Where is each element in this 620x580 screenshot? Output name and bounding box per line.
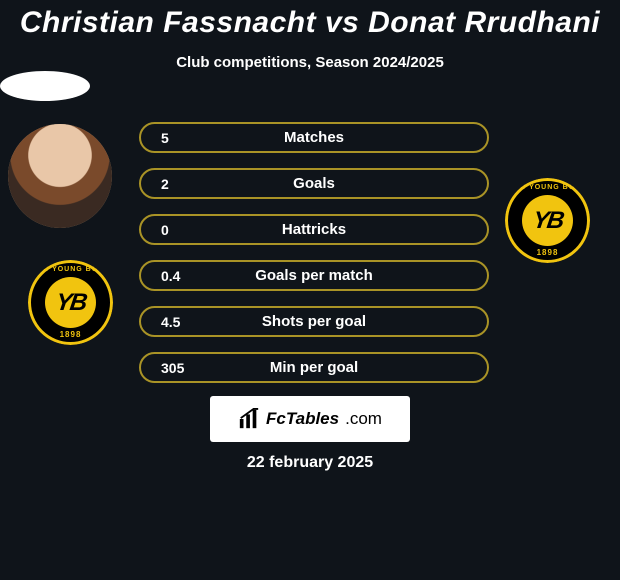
badge-letters: YB	[54, 289, 87, 317]
stat-row: 305 Min per goal	[139, 352, 489, 383]
date-label: 22 february 2025	[0, 454, 620, 472]
brand-label: FcTables	[266, 409, 339, 429]
brand-suffix: .com	[345, 409, 382, 429]
player1-club-badge: BSC YOUNG BOYS YB 1898	[28, 260, 113, 345]
player2-club-badge: BSC YOUNG BOYS YB 1898	[505, 178, 590, 263]
stat-row: 0.4 Goals per match	[139, 260, 489, 291]
stats-table: 5 Matches 2 Goals 0 Hattricks 0.4 Goals …	[139, 122, 489, 398]
badge-top-text: BSC YOUNG BOYS	[508, 184, 587, 191]
badge-letters: YB	[531, 207, 564, 235]
stat-row: 4.5 Shots per goal	[139, 306, 489, 337]
badge-bottom-text: 1898	[31, 330, 110, 339]
chart-icon	[238, 408, 260, 430]
stat-label: Shots per goal	[141, 313, 487, 330]
stat-label: Hattricks	[141, 221, 487, 238]
stat-row: 5 Matches	[139, 122, 489, 153]
player2-avatar	[0, 71, 90, 101]
stat-row: 0 Hattricks	[139, 214, 489, 245]
brand-badge: FcTables .com	[210, 396, 410, 442]
stat-row: 2 Goals	[139, 168, 489, 199]
stat-label: Matches	[141, 129, 487, 146]
stat-label: Goals	[141, 175, 487, 192]
badge-bottom-text: 1898	[508, 248, 587, 257]
badge-top-text: BSC YOUNG BOYS	[31, 266, 110, 273]
stat-label: Goals per match	[141, 267, 487, 284]
stat-label: Min per goal	[141, 359, 487, 376]
